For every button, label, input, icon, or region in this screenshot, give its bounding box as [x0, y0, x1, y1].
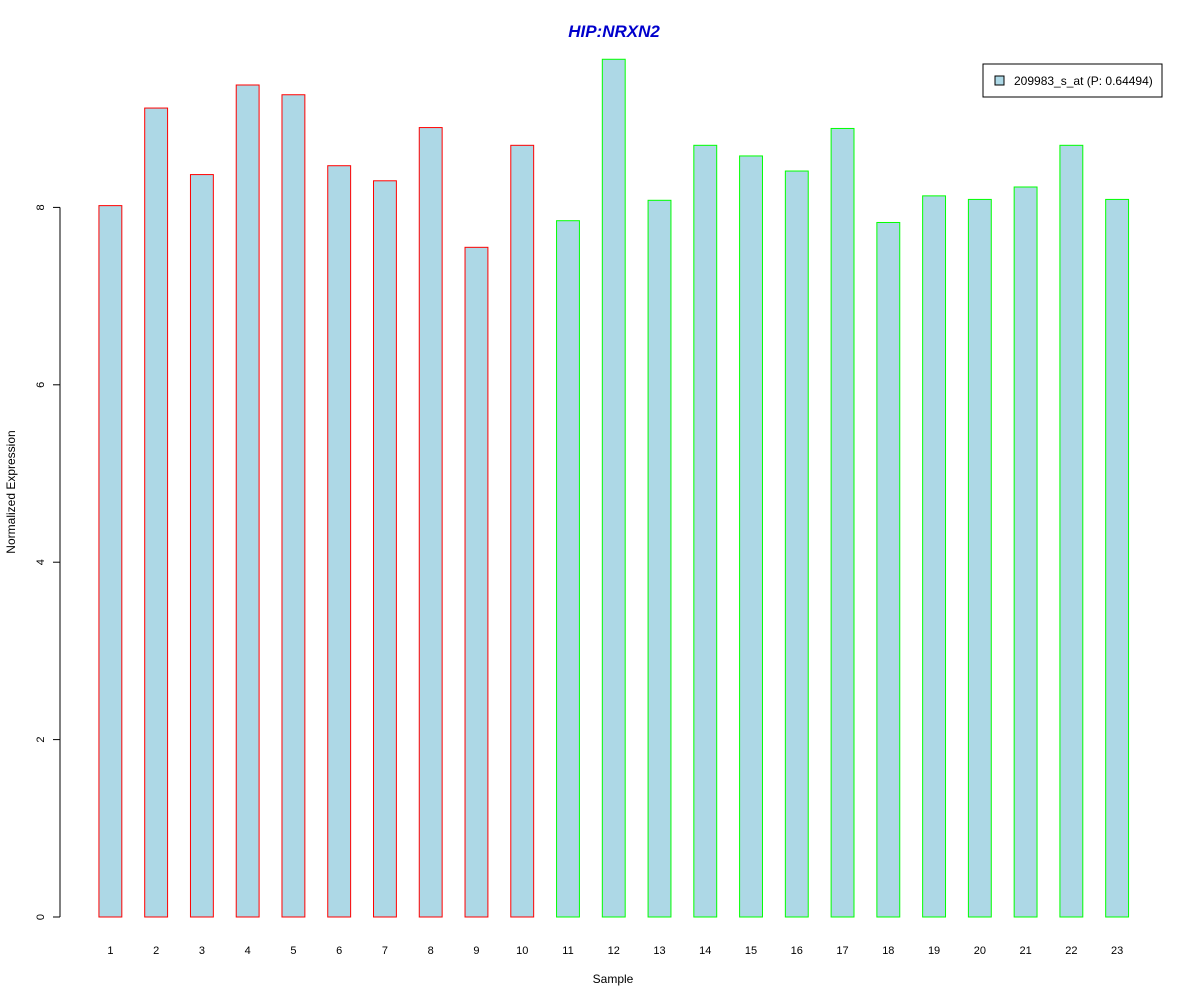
y-axis-label: Normalized Expression	[4, 430, 18, 553]
bar-sample-11	[556, 220, 580, 918]
bar-sample-12	[601, 58, 626, 918]
bar-sample-22	[1059, 144, 1084, 918]
bar-sample-21	[1013, 186, 1038, 918]
y-tick-label: 2	[35, 737, 47, 743]
y-tick-label: 6	[35, 382, 47, 388]
bar-sample-2	[144, 107, 169, 918]
bar-sample-14	[693, 144, 718, 918]
bar-sample-6	[327, 165, 352, 918]
x-tick-label: 15	[745, 945, 757, 957]
x-tick-label: 20	[974, 945, 986, 957]
x-tick-label: 17	[836, 945, 848, 957]
bar-sample-3	[189, 174, 214, 918]
x-tick-label: 3	[199, 945, 205, 957]
bar-sample-20	[967, 198, 992, 918]
x-tick-label: 6	[336, 945, 342, 957]
x-tick-label: 21	[1019, 945, 1031, 957]
x-axis-tick-labels: 1 2 3 4 5 6 7 8 9 10 11 12 13 14 15 16 17 18 19 20 21 22 23	[107, 945, 1123, 957]
bar-sample-7	[373, 180, 397, 918]
bar-sample-19	[922, 195, 947, 918]
legend-swatch	[994, 75, 1005, 86]
chart-title: HIP:NRXN2	[568, 22, 660, 41]
x-tick-label: 8	[428, 945, 434, 957]
x-tick-label: 7	[382, 945, 388, 957]
y-tick-label: 0	[35, 914, 47, 920]
bar-sample-16	[784, 170, 809, 918]
x-tick-label: 11	[562, 945, 573, 957]
x-tick-label: 14	[699, 945, 711, 957]
x-tick-label: 9	[473, 945, 479, 957]
x-tick-label: 19	[928, 945, 940, 957]
y-axis: 0 2 4 6 8	[35, 204, 61, 920]
x-tick-label: 2	[153, 945, 159, 957]
legend-box	[982, 63, 1163, 98]
bar-sample-15	[739, 155, 763, 918]
bar-sample-1	[98, 205, 123, 918]
y-tick-label: 8	[35, 204, 47, 210]
bar-sample-9	[464, 246, 489, 918]
x-axis-label: Sample	[593, 972, 634, 986]
legend: 209983_s_at (P: 0.64494)	[982, 63, 1163, 98]
bar-sample-5	[281, 94, 306, 918]
bar-sample-18	[876, 221, 901, 918]
x-tick-label: 12	[608, 945, 620, 957]
x-tick-label: 4	[245, 945, 251, 957]
bar-sample-17	[830, 127, 855, 918]
x-tick-label: 18	[882, 945, 894, 957]
bar-sample-23	[1105, 198, 1130, 918]
bars	[98, 58, 1130, 918]
x-tick-label: 22	[1065, 945, 1077, 957]
bar-sample-13	[647, 199, 672, 918]
x-tick-label: 16	[791, 945, 803, 957]
y-tick-label: 4	[35, 559, 47, 565]
legend-label: 209983_s_at (P: 0.64494)	[1014, 74, 1153, 88]
x-tick-label: 13	[653, 945, 665, 957]
x-tick-label: 23	[1111, 945, 1123, 957]
x-tick-label: 1	[107, 945, 113, 957]
bar-sample-8	[418, 127, 443, 918]
x-tick-label: 10	[516, 945, 528, 957]
bar-sample-4	[235, 84, 260, 918]
x-tick-label: 5	[290, 945, 296, 957]
bar-sample-10	[510, 144, 535, 918]
